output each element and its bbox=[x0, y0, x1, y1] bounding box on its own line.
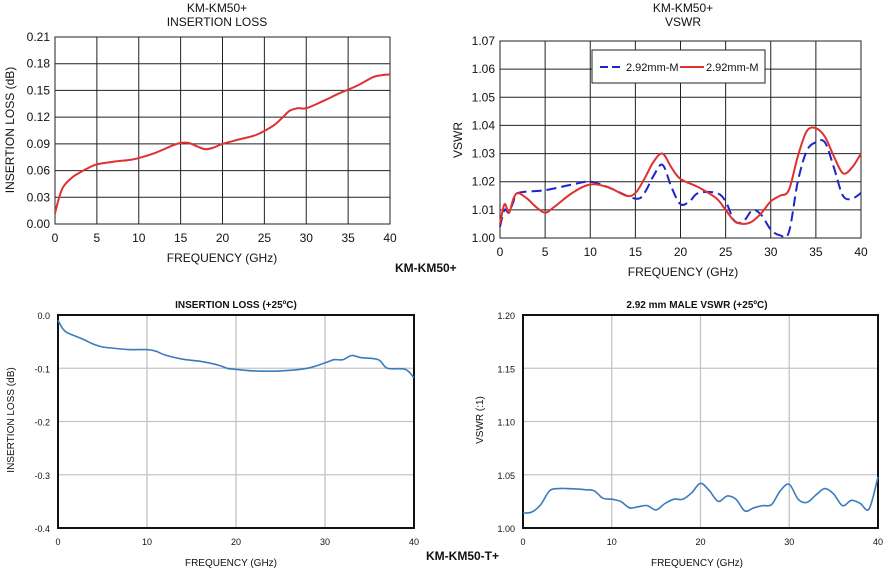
y-tick-label: 1.05 bbox=[497, 471, 515, 481]
y-axis-label: INSERTION LOSS (dB) bbox=[3, 67, 17, 193]
x-tick-label: 35 bbox=[809, 245, 823, 259]
x-tick-label: 15 bbox=[629, 245, 643, 259]
x-tick-label: 20 bbox=[674, 245, 688, 259]
y-tick-label: 1.01 bbox=[472, 203, 496, 217]
y-tick-label: 0.12 bbox=[27, 110, 51, 124]
x-tick-label: 0 bbox=[52, 231, 59, 245]
series-line-1 bbox=[522, 476, 879, 514]
x-tick-label: 0 bbox=[520, 537, 525, 547]
plot-border bbox=[54, 36, 391, 225]
y-tick-label: 0.21 bbox=[27, 30, 51, 44]
chart-title: 2.92 mm MALE VSWR (+25ºC) bbox=[626, 300, 767, 311]
x-tick-label: 20 bbox=[216, 231, 230, 245]
y-tick-label: -0.4 bbox=[34, 524, 50, 534]
group-label-km-km50-t: KM-KM50-T+ bbox=[426, 549, 499, 563]
x-tick-label: 10 bbox=[132, 231, 146, 245]
y-tick-label: -0.3 bbox=[34, 471, 50, 481]
x-tick-label: 25 bbox=[258, 231, 272, 245]
y-tick-label: 0.18 bbox=[27, 57, 51, 71]
plot-border bbox=[57, 314, 415, 529]
series-line-1 bbox=[54, 73, 391, 214]
series-line-1 bbox=[57, 319, 415, 379]
x-tick-label: 35 bbox=[341, 231, 355, 245]
plot-border bbox=[499, 40, 862, 239]
x-tick-label: 40 bbox=[854, 245, 868, 259]
x-tick-label: 10 bbox=[607, 537, 617, 547]
y-tick-label: 1.06 bbox=[472, 62, 496, 76]
y-tick-label: 1.15 bbox=[497, 364, 515, 374]
series-line-2 bbox=[499, 126, 862, 225]
y-axis-label: INSERTION LOSS (dB) bbox=[6, 367, 17, 472]
y-tick-label: 0.00 bbox=[27, 217, 51, 231]
group-label-km-km50: KM-KM50+ bbox=[395, 261, 457, 275]
x-tick-label: 30 bbox=[784, 537, 794, 547]
y-tick-label: 1.02 bbox=[472, 175, 496, 189]
x-axis-label: FREQUENCY (GHz) bbox=[185, 558, 277, 569]
x-tick-label: 20 bbox=[695, 537, 705, 547]
x-tick-label: 10 bbox=[142, 537, 152, 547]
x-tick-label: 20 bbox=[231, 537, 241, 547]
legend-label-1: 2.92mm-M bbox=[626, 62, 679, 74]
x-tick-label: 40 bbox=[383, 231, 397, 245]
y-axis-label: VSWR (:1) bbox=[475, 396, 486, 444]
y-tick-label: 1.20 bbox=[497, 311, 515, 321]
y-tick-label: 1.10 bbox=[497, 418, 515, 428]
y-tick-label: 1.07 bbox=[472, 34, 496, 48]
y-tick-label: 1.05 bbox=[472, 90, 496, 104]
x-tick-label: 25 bbox=[719, 245, 733, 259]
chart-title: INSERTION LOSS bbox=[167, 15, 267, 29]
x-tick-label: 0 bbox=[55, 537, 60, 547]
y-tick-label: -0.2 bbox=[34, 418, 50, 428]
y-tick-label: 0.15 bbox=[27, 83, 51, 97]
x-tick-label: 10 bbox=[584, 245, 598, 259]
y-tick-label: 1.03 bbox=[472, 147, 496, 161]
x-tick-label: 40 bbox=[409, 537, 419, 547]
x-tick-label: 40 bbox=[873, 537, 883, 547]
chart-title: KM-KM50+ bbox=[653, 1, 713, 15]
x-axis-label: FREQUENCY (GHz) bbox=[167, 251, 277, 265]
legend-box bbox=[591, 49, 766, 84]
y-tick-label: 1.00 bbox=[497, 524, 515, 534]
chart-3: INSERTION LOSS (+25ºC) 0 10 20 30 40 -0.4 -0.3 -… bbox=[6, 300, 419, 569]
x-axis-label: FREQUENCY (GHz) bbox=[651, 558, 743, 569]
x-tick-label: 5 bbox=[94, 231, 101, 245]
x-tick-label: 0 bbox=[497, 245, 504, 259]
chart-4: 2.92 mm MALE VSWR (+25ºC) 0 10 20 30 40 1.00 1.… bbox=[475, 300, 883, 569]
y-tick-label: 1.00 bbox=[472, 231, 496, 245]
y-axis-label: VSWR bbox=[451, 122, 465, 158]
chart-title: VSWR bbox=[665, 15, 701, 29]
legend: 2.92mm-M 2.92mm-M bbox=[591, 49, 766, 84]
x-tick-label: 15 bbox=[174, 231, 188, 245]
chart-1: KM-KM50+INSERTION LOSS 0 5 10 15 20 25 30 35 40 0.… bbox=[3, 1, 397, 265]
x-tick-label: 30 bbox=[300, 231, 314, 245]
x-tick-label: 30 bbox=[764, 245, 778, 259]
y-tick-label: 0.0 bbox=[37, 311, 50, 321]
y-tick-label: -0.1 bbox=[34, 364, 50, 374]
x-axis-label: FREQUENCY (GHz) bbox=[628, 265, 738, 279]
legend-label-2: 2.92mm-M bbox=[706, 62, 759, 74]
x-tick-label: 30 bbox=[320, 537, 330, 547]
y-tick-label: 1.04 bbox=[472, 118, 496, 132]
chart-title: INSERTION LOSS (+25ºC) bbox=[175, 300, 297, 311]
chart-title: KM-KM50+ bbox=[187, 1, 247, 15]
y-tick-label: 0.06 bbox=[27, 164, 51, 178]
y-tick-label: 0.09 bbox=[27, 137, 51, 151]
plot-border bbox=[522, 314, 879, 529]
x-tick-label: 5 bbox=[542, 245, 549, 259]
y-tick-label: 0.03 bbox=[27, 190, 51, 204]
